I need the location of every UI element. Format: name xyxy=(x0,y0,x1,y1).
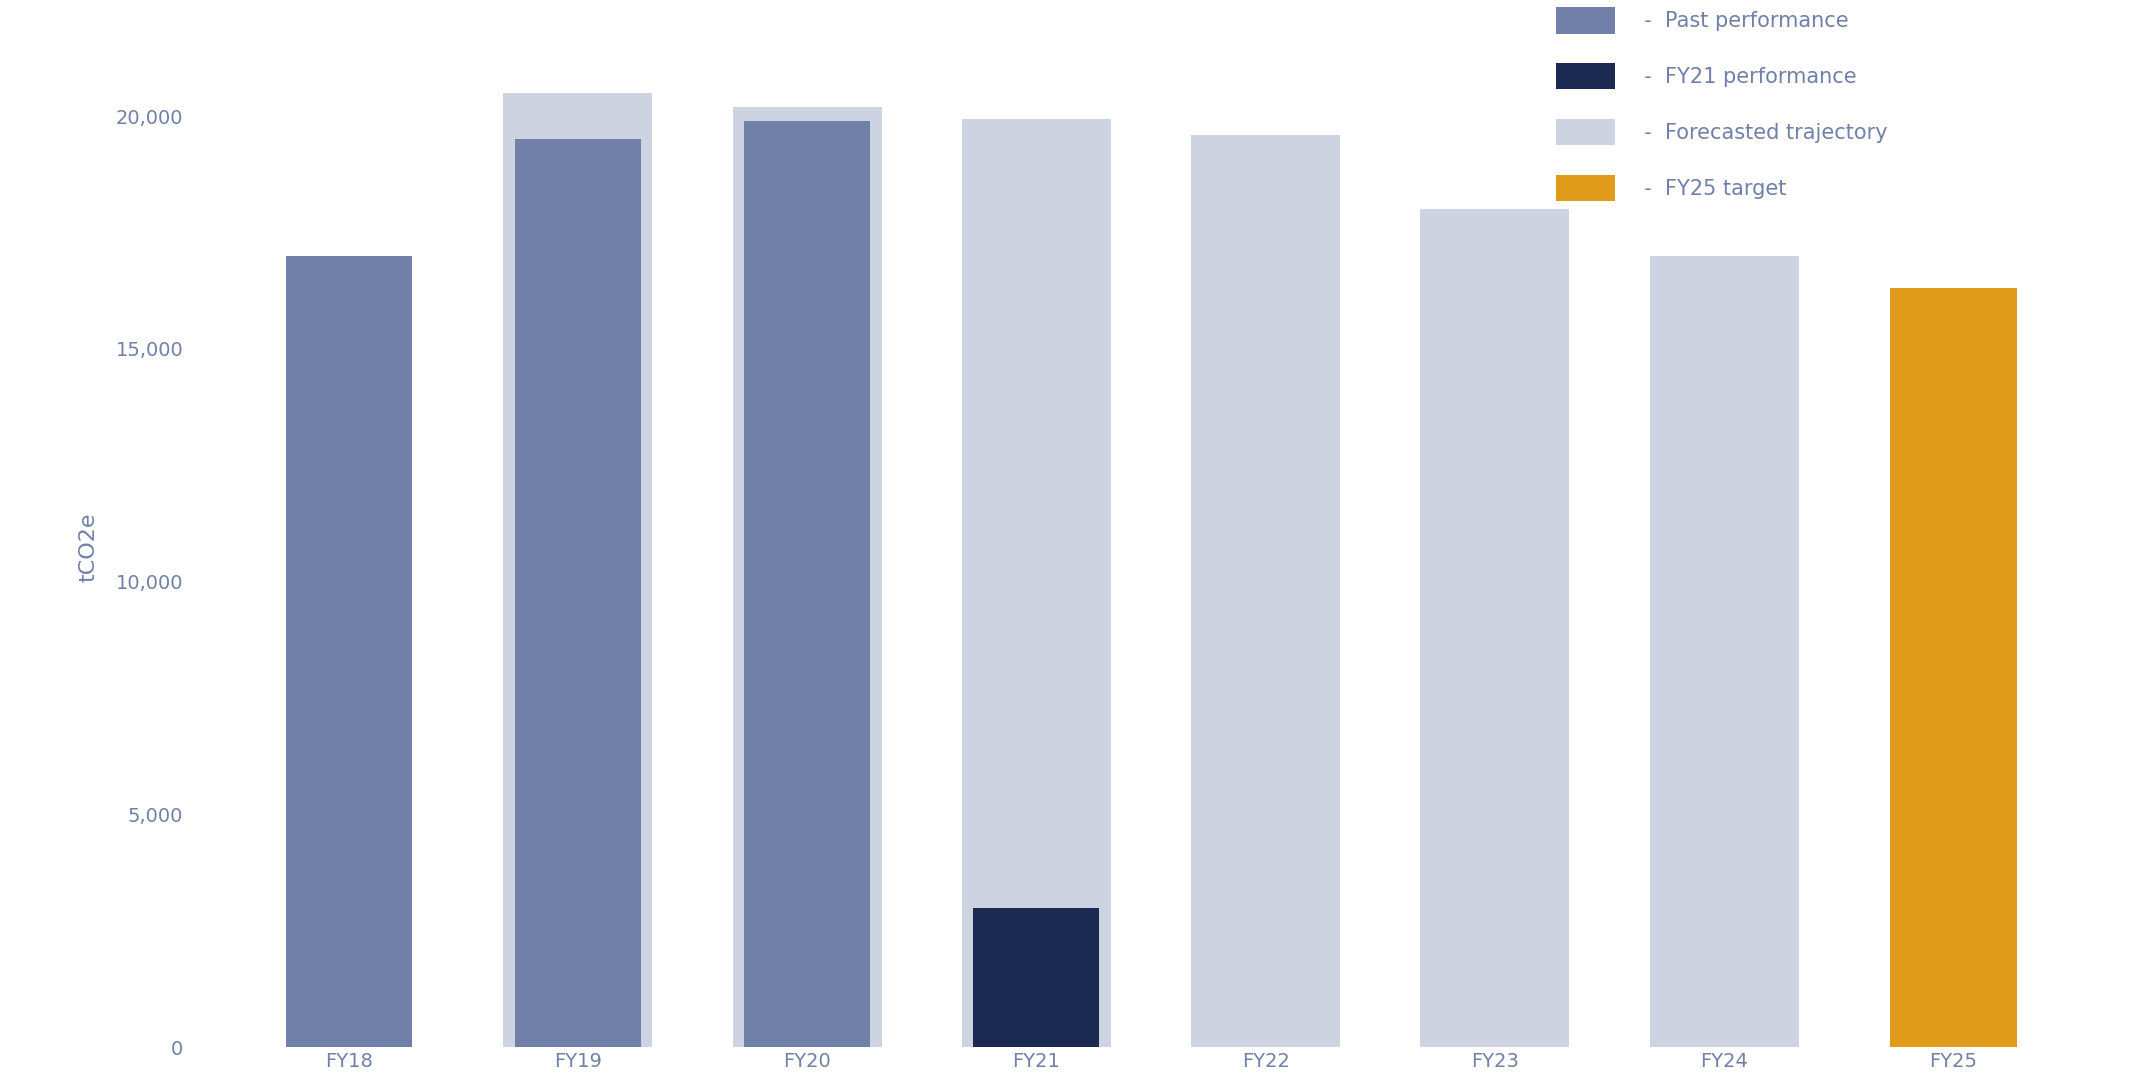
Bar xyxy=(502,93,651,1047)
Y-axis label: tCO2e: tCO2e xyxy=(79,512,98,581)
Bar xyxy=(1650,256,1799,1047)
Bar xyxy=(1891,289,2016,1047)
Bar xyxy=(515,139,641,1047)
Bar xyxy=(285,256,411,1047)
Bar xyxy=(973,908,1099,1047)
Bar xyxy=(745,121,871,1047)
Legend:   -  Past performance,   -  FY21 performance,   -  Forecasted trajectory,   -  F: - Past performance, - FY21 performance, … xyxy=(1556,7,1888,201)
Bar xyxy=(732,106,881,1047)
Bar xyxy=(1192,135,1341,1047)
Bar xyxy=(1420,210,1569,1047)
Bar xyxy=(962,118,1111,1047)
